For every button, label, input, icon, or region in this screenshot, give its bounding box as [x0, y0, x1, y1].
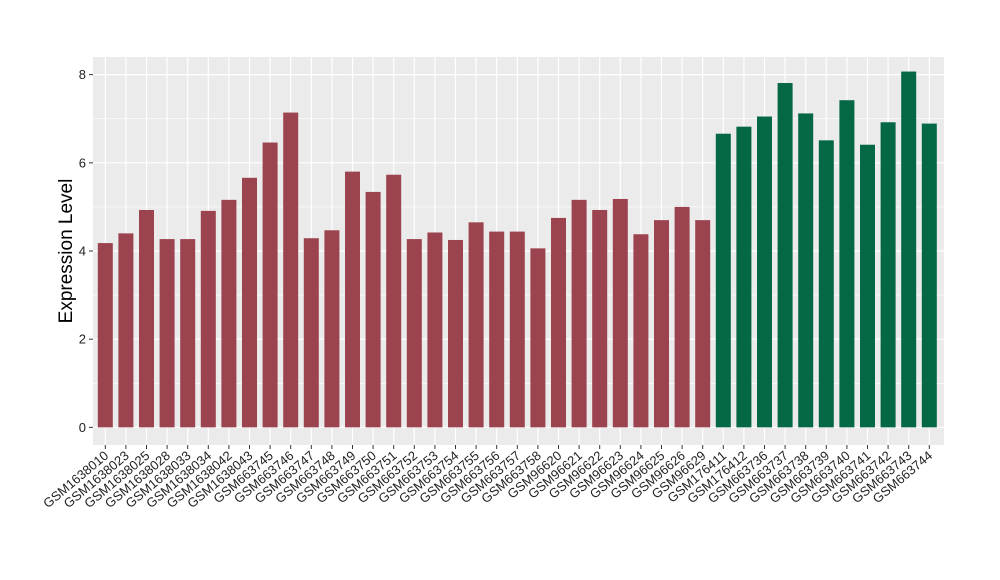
bar-GSM1638043 — [242, 177, 257, 428]
bar-GSM663756 — [489, 231, 505, 428]
bar-GSM663739 — [818, 140, 834, 428]
bar-GSM663754 — [448, 239, 463, 428]
bar-GSM96629 — [695, 220, 711, 428]
bar-GSM663749 — [345, 171, 360, 428]
bar-GSM1638042 — [221, 199, 237, 428]
bar-GSM1638028 — [159, 239, 175, 428]
y-tick-label: 8 — [79, 67, 86, 82]
bar-GSM663741 — [860, 144, 875, 428]
bars — [97, 71, 937, 428]
bar-GSM663748 — [324, 230, 340, 428]
bar-GSM663751 — [386, 174, 402, 428]
y-tick-label: 4 — [79, 244, 86, 259]
bar-GSM663758 — [530, 248, 546, 428]
bar-GSM663746 — [283, 112, 299, 428]
bar-GSM663747 — [303, 238, 319, 428]
bar-GSM663744 — [921, 123, 937, 428]
bar-GSM663755 — [468, 222, 484, 428]
bar-GSM663750 — [365, 191, 381, 428]
bar-GSM96626 — [674, 206, 690, 428]
bar-GSM1638010 — [97, 243, 113, 428]
bar-GSM96622 — [592, 209, 608, 428]
bar-GSM1638025 — [139, 209, 154, 428]
bar-GSM663736 — [757, 116, 772, 428]
bar-GSM663743 — [901, 71, 917, 428]
bar-GSM663745 — [262, 142, 278, 428]
x-axis: GSM1638010GSM1638023GSM1638025GSM1638028… — [40, 445, 935, 511]
y-tick-label: 2 — [79, 332, 86, 347]
y-axis-title: Expression Level — [56, 179, 77, 324]
bar-GSM663742 — [880, 122, 896, 428]
y-tick-label: 6 — [79, 155, 86, 170]
bar-GSM96625 — [654, 220, 669, 428]
bar-GSM96624 — [633, 234, 649, 428]
y-axis: 0 2 4 6 8 — [79, 67, 93, 435]
y-tick-label: 0 — [79, 420, 86, 435]
bar-GSM663740 — [839, 100, 855, 428]
bar-GSM1638023 — [118, 233, 134, 428]
bar-GSM96620 — [551, 217, 566, 428]
bar-GSM663752 — [406, 239, 422, 428]
bar-GSM1638034 — [200, 210, 216, 428]
bar-GSM663753 — [427, 232, 443, 428]
bar-GSM1638033 — [180, 239, 196, 428]
bar-GSM176411 — [715, 133, 731, 428]
bar-GSM96621 — [571, 199, 587, 428]
bar-GSM663757 — [509, 231, 525, 428]
bar-GSM176412 — [736, 126, 752, 428]
bar-GSM663738 — [798, 113, 814, 428]
bar-GSM96623 — [612, 198, 628, 428]
bar-GSM663737 — [777, 83, 793, 428]
